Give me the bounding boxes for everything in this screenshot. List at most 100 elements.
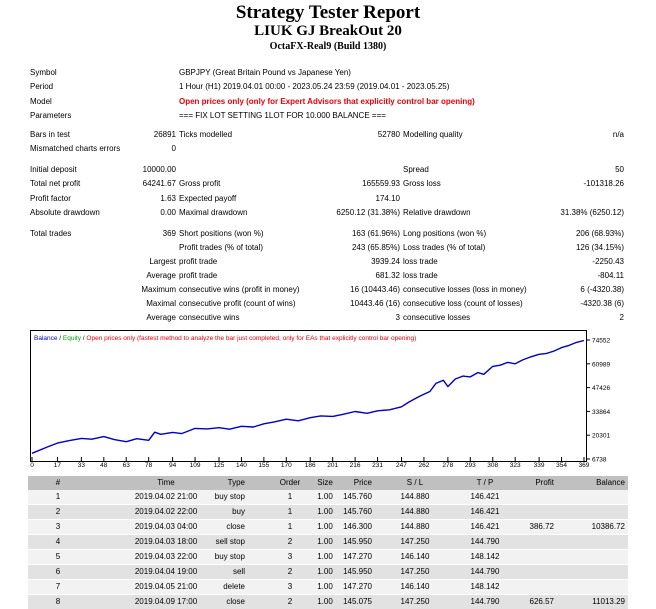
- table-row: 3 2019.04.03 04:00 close 1 1.00 146.300 144.88…: [28, 520, 628, 534]
- bars-label: Bars in test: [30, 130, 71, 139]
- x-tick-label: 170: [280, 462, 292, 469]
- x-tick-label: 33: [77, 462, 85, 469]
- table-cell: 147.270: [343, 552, 372, 561]
- table-cell: 147.250: [400, 597, 430, 606]
- legend-sep-2: /: [81, 335, 86, 342]
- x-axis-labels: 0 17 33 48 63 78 94 109 125 140 155 170 186 201 216 231…: [30, 461, 590, 471]
- average-consec-wins-value: 3: [395, 313, 400, 322]
- x-tick-label: 262: [418, 462, 430, 469]
- total-trades-value: 369: [162, 229, 176, 238]
- table-cell: 386.72: [529, 522, 554, 531]
- balance-chart: Balance / Equity / Open prices only (fas…: [30, 330, 626, 464]
- table-row: 5 2019.04.03 22:00 buy stop 3 1.00 147.270 146…: [28, 550, 628, 564]
- column-header: Price: [353, 478, 372, 487]
- average-profit-value: 681.32: [375, 271, 400, 280]
- table-cell: 11013.29: [592, 597, 625, 606]
- largest-loss-value: -2250.43: [592, 257, 624, 266]
- server-build: OctaFX-Real9 (Build 1380): [269, 41, 387, 52]
- relative-drawdown-label: Relative drawdown: [403, 208, 471, 217]
- table-cell: delete: [223, 582, 245, 591]
- grossloss-label: Gross loss: [403, 179, 441, 188]
- column-header: Balance: [596, 478, 625, 487]
- average2-label: Average: [146, 313, 176, 322]
- x-tick-label: 94: [168, 462, 177, 469]
- netprofit-value: 64241.67: [142, 179, 176, 188]
- loss-trades-label: Loss trades (% of total): [403, 243, 486, 252]
- table-cell: 2019.04.03 04:00: [134, 522, 198, 531]
- table-cell: 146.421: [470, 507, 500, 516]
- y-tick-label: 6738: [592, 457, 607, 464]
- spread-label: Spread: [403, 165, 429, 174]
- average-profit-label: profit trade: [179, 271, 218, 280]
- chart-legend: Balance / Equity / Open prices only (fas…: [34, 335, 416, 342]
- table-cell: 2: [287, 567, 293, 576]
- table-row: 2 2019.04.02 22:00 buy 1 1.00 145.760 144.880 1…: [28, 505, 628, 519]
- maximal-consec-loss-value: -4320.38 (6): [580, 299, 624, 308]
- table-cell: 146.300: [343, 522, 372, 531]
- column-header: T / P: [476, 478, 494, 487]
- table-cell: 2019.04.02 22:00: [134, 507, 198, 516]
- table-cell: sell stop: [215, 537, 245, 546]
- maximal-consec-profit-value: 10443.46 (16): [350, 299, 400, 308]
- average-loss-value: -804.11: [597, 271, 624, 280]
- table-cell: 147.270: [343, 582, 372, 591]
- profit-factor-value: 1.63: [160, 194, 176, 203]
- x-tick-label: 278: [442, 462, 454, 469]
- average-consec-losses-value: 2: [619, 313, 624, 322]
- y-tick-label: 47426: [592, 385, 610, 392]
- x-tick-label: 216: [349, 462, 361, 469]
- balance-chart-svg: Balance / Equity / Open prices only (fas…: [30, 330, 610, 464]
- table-cell: 7: [55, 582, 61, 591]
- column-header: Type: [227, 478, 245, 487]
- grossprofit-label: Gross profit: [179, 179, 221, 188]
- table-cell: 2019.04.02 21:00: [134, 492, 198, 501]
- table-cell: 145.760: [343, 507, 372, 516]
- table-cell: 145.760: [343, 492, 372, 501]
- table-cell: 1.00: [317, 537, 333, 546]
- table-cell: close: [226, 522, 245, 531]
- y-tick-label: 20301: [592, 433, 610, 440]
- table-cell: 3: [287, 552, 293, 561]
- table-cell: buy stop: [214, 492, 245, 501]
- table-cell: 144.880: [400, 507, 430, 516]
- table-cell: buy stop: [214, 552, 245, 561]
- quality-label: Modelling quality: [403, 130, 463, 139]
- period-label: Period: [30, 82, 54, 91]
- x-tick-label: 247: [396, 462, 407, 469]
- grossloss-value: -101318.26: [583, 179, 624, 188]
- spread-value: 50: [615, 165, 624, 174]
- total-trades-label: Total trades: [30, 229, 72, 238]
- x-tick-label: 339: [533, 462, 545, 469]
- x-tick-label: 125: [213, 462, 225, 469]
- short-positions-value: 163 (61.96%): [351, 229, 400, 238]
- average-loss-label: loss trade: [403, 271, 438, 280]
- table-cell: 146.421: [470, 492, 500, 501]
- absolute-drawdown-value: 0.00: [160, 208, 176, 217]
- report-title: Strategy Tester Report: [235, 2, 421, 23]
- max-consec-wins-label: consecutive wins (profit in money): [179, 285, 300, 294]
- table-row: 6 2019.04.04 19:00 sell 2 1.00 145.950 147.250…: [28, 565, 628, 579]
- max-consec-losses-value: 6 (-4320.38): [580, 285, 624, 294]
- symbol-value: GBPJPY (Great Britain Pound vs Japanese …: [179, 68, 351, 77]
- table-cell: 2: [287, 537, 293, 546]
- x-tick-label: 201: [327, 462, 339, 469]
- legend-note: Open prices only (fastest method to anal…: [86, 335, 416, 342]
- legend-sep-1: /: [58, 335, 63, 342]
- table-row: 4 2019.04.03 18:00 sell stop 2 1.00 145.950 14…: [28, 535, 628, 549]
- x-tick-label: 323: [509, 462, 521, 469]
- table-cell: 146.140: [400, 582, 430, 591]
- maximal-consec-loss-label: consecutive loss (count of losses): [403, 299, 523, 308]
- table-row: 8 2019.04.09 17:00 close 2 1.00 145.075 147.25…: [28, 595, 628, 609]
- table-cell: 144.880: [400, 522, 430, 531]
- table-cell: 1.00: [317, 552, 333, 561]
- table-cell: 2019.04.03 22:00: [134, 552, 198, 561]
- maximal-consec-profit-label: consecutive profit (count of wins): [179, 299, 296, 308]
- x-tick-label: 308: [487, 462, 499, 469]
- maximal-label: Maximal: [146, 299, 176, 308]
- period-value: 1 Hour (H1) 2019.04.01 00:00 - 2023.05.2…: [179, 82, 450, 91]
- table-cell: 1: [287, 492, 293, 501]
- table-cell: 1: [287, 522, 293, 531]
- maximal-drawdown-value: 6250.12 (31.38%): [336, 208, 400, 217]
- table-cell: close: [226, 597, 245, 606]
- legend-equity: Equity: [63, 335, 82, 342]
